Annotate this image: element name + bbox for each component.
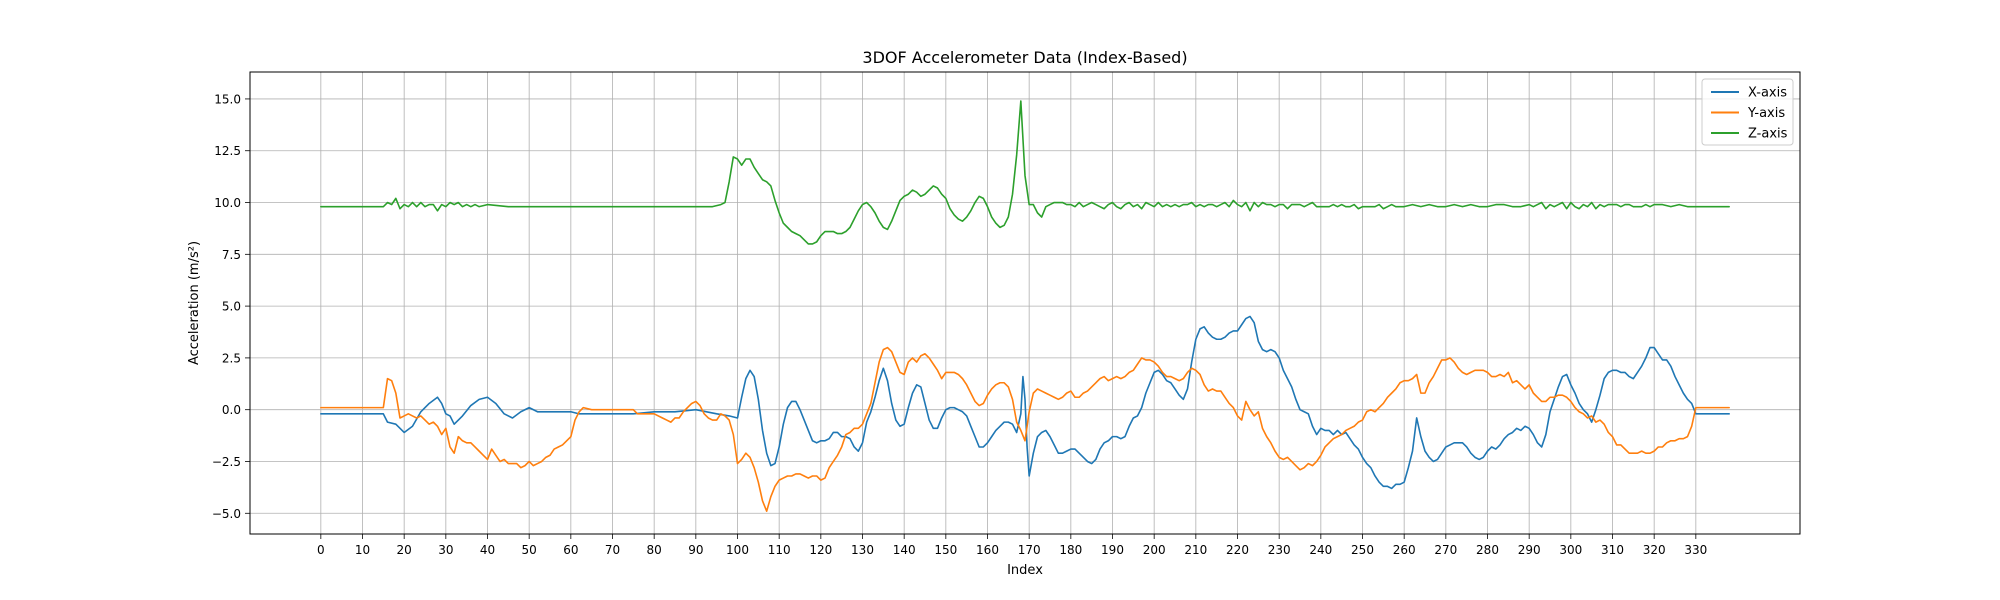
series-line-z-axis	[320, 100, 1730, 245]
x-tick-label: 290	[1518, 543, 1541, 557]
x-tick-label: 240	[1309, 543, 1332, 557]
legend-box	[1701, 78, 1794, 146]
y-tick-label: 12.5	[214, 144, 241, 158]
x-tick-label: 210	[1184, 543, 1207, 557]
legend-label-y-axis: Y-axis	[1747, 106, 1785, 121]
y-tick-label: −2.5	[212, 455, 241, 469]
y-tick-label: 7.5	[222, 248, 241, 262]
x-tick-label: 140	[893, 543, 916, 557]
x-tick-label: 40	[480, 543, 495, 557]
legend-label-x-axis: X-axis	[1748, 86, 1787, 101]
x-tick-label: 120	[809, 543, 832, 557]
plot-area-background	[250, 72, 1800, 534]
x-tick-label: 20	[397, 543, 412, 557]
plot-frame	[249, 71, 1801, 535]
x-tick-label: 270	[1434, 543, 1457, 557]
x-axis-label: Index	[1007, 563, 1043, 578]
x-tick-label: 160	[976, 543, 999, 557]
x-tick-label: 180	[1059, 543, 1082, 557]
x-tick-label: 170	[1018, 543, 1041, 557]
y-tick-label: 15.0	[214, 92, 241, 106]
y-tick-label: 0.0	[222, 403, 241, 417]
y-tick-label: 5.0	[222, 300, 241, 314]
series-lines	[320, 100, 1730, 513]
x-tick-label: 280	[1476, 543, 1499, 557]
x-tick-label: 320	[1643, 543, 1666, 557]
x-tick-label: 260	[1393, 543, 1416, 557]
x-tick-label: 220	[1226, 543, 1249, 557]
series-line-y-axis	[320, 346, 1730, 513]
y-axis-label: Acceleration (m/s²)	[187, 241, 202, 365]
x-tick-label: 80	[647, 543, 662, 557]
x-tick-label: 30	[438, 543, 453, 557]
legend-label-z-axis: Z-axis	[1748, 127, 1788, 142]
x-tick-label: 70	[605, 543, 620, 557]
y-axis-ticks: −5.0 −2.5 0.0 2.5 5.0 7.5 10.0 12.5 15.0	[212, 92, 250, 521]
series-line-x-axis	[320, 315, 1730, 490]
x-tick-label: 250	[1351, 543, 1374, 557]
x-tick-label: 100	[726, 543, 749, 557]
x-tick-label: 300	[1559, 543, 1582, 557]
x-tick-label: 10	[355, 543, 370, 557]
x-tick-label: 330	[1684, 543, 1707, 557]
y-tick-label: −5.0	[212, 507, 241, 521]
x-tick-label: 310	[1601, 543, 1624, 557]
x-tick-label: 0	[317, 543, 325, 557]
chart-title: 3DOF Accelerometer Data (Index-Based)	[862, 48, 1187, 67]
x-tick-label: 130	[851, 543, 874, 557]
y-tick-label: 2.5	[222, 351, 241, 365]
x-tick-label: 90	[688, 543, 703, 557]
x-tick-label: 50	[522, 543, 537, 557]
x-tick-label: 230	[1268, 543, 1291, 557]
x-tick-label: 200	[1143, 543, 1166, 557]
x-tick-label: 110	[768, 543, 791, 557]
y-tick-label: 10.0	[214, 196, 241, 210]
x-tick-label: 150	[934, 543, 957, 557]
x-tick-label: 60	[563, 543, 578, 557]
legend: X-axis Y-axis Z-axis	[1701, 78, 1794, 146]
x-tick-label: 190	[1101, 543, 1124, 557]
grid	[250, 72, 1800, 534]
x-axis-ticks: 0 10 20 30 40 50 60 70 80 90 100 110 120 130 140 150 160…	[317, 534, 1707, 557]
